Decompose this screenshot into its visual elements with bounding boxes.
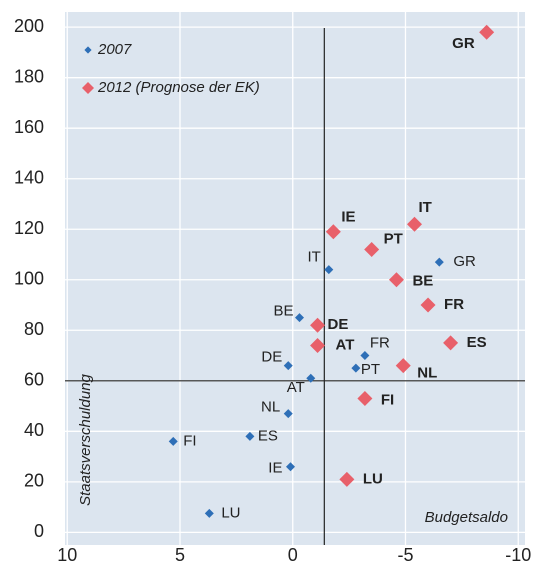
point-label: IT bbox=[419, 199, 432, 216]
y-tick-label: 40 bbox=[24, 420, 44, 440]
point bbox=[364, 241, 380, 257]
point-label: FR bbox=[444, 296, 464, 313]
point-label: IE bbox=[341, 209, 355, 226]
point bbox=[324, 265, 334, 275]
y-tick-label: 80 bbox=[24, 319, 44, 339]
point bbox=[351, 363, 361, 373]
point-label: GR bbox=[452, 35, 475, 52]
point-label: AT bbox=[287, 379, 305, 396]
y-tick-label: 120 bbox=[14, 218, 44, 238]
point-label: PT bbox=[384, 230, 403, 247]
point-label: IT bbox=[307, 249, 320, 266]
point-label: ES bbox=[258, 427, 278, 444]
point bbox=[339, 471, 355, 487]
plot-area bbox=[65, 12, 525, 545]
point-label: FI bbox=[183, 432, 196, 449]
x-axis-label: Budgetsaldo bbox=[425, 509, 508, 526]
point bbox=[283, 409, 293, 419]
point bbox=[285, 462, 295, 472]
y-axis-label: Staatsverschuldung bbox=[77, 373, 94, 505]
point-label: LU bbox=[221, 504, 240, 521]
point-label: DE bbox=[328, 316, 349, 333]
point bbox=[407, 216, 423, 232]
point bbox=[360, 351, 370, 361]
point bbox=[357, 390, 373, 406]
y-tick-label: 20 bbox=[24, 471, 44, 491]
legend-label: 2012 (Prognose der EK) bbox=[97, 79, 260, 96]
point bbox=[283, 361, 293, 371]
y-tick-label: 180 bbox=[14, 66, 44, 86]
point bbox=[325, 224, 341, 240]
x-tick-label: -5 bbox=[397, 545, 413, 565]
point bbox=[306, 373, 316, 383]
point-label: GR bbox=[453, 253, 476, 270]
point bbox=[310, 337, 326, 353]
point bbox=[434, 257, 444, 267]
point bbox=[388, 272, 404, 288]
point bbox=[395, 358, 411, 374]
point bbox=[245, 431, 255, 441]
point-label: IE bbox=[268, 460, 282, 477]
y-tick-label: 100 bbox=[14, 269, 44, 289]
x-tick-label: -10 bbox=[505, 545, 531, 565]
legend-label: 2007 bbox=[97, 41, 132, 58]
x-tick-label: 0 bbox=[288, 545, 298, 565]
point-label: NL bbox=[261, 399, 280, 416]
x-tick-label: 10 bbox=[57, 545, 77, 565]
point-label: LU bbox=[363, 470, 383, 487]
y-tick-label: 200 bbox=[14, 16, 44, 36]
point-label: DE bbox=[261, 349, 282, 366]
point bbox=[295, 313, 305, 323]
point bbox=[204, 508, 214, 518]
point-label: BE bbox=[273, 303, 293, 320]
y-tick-label: 60 bbox=[24, 370, 44, 390]
legend-marker bbox=[82, 82, 94, 94]
point-label: AT bbox=[336, 336, 355, 353]
y-tick-label: 140 bbox=[14, 167, 44, 187]
legend-marker bbox=[84, 46, 92, 54]
point-label: ES bbox=[467, 334, 487, 351]
y-tick-label: 0 bbox=[34, 521, 44, 541]
y-tick-label: 160 bbox=[14, 117, 44, 137]
x-tick-label: 5 bbox=[175, 545, 185, 565]
point-label: FR bbox=[370, 335, 390, 352]
point-label: FI bbox=[381, 391, 394, 408]
point bbox=[443, 335, 459, 351]
point-label: NL bbox=[417, 365, 437, 382]
point bbox=[168, 436, 178, 446]
point-label: PT bbox=[361, 361, 380, 378]
point bbox=[420, 297, 436, 313]
point-label: BE bbox=[412, 273, 433, 290]
point bbox=[310, 317, 326, 333]
point bbox=[479, 24, 495, 40]
